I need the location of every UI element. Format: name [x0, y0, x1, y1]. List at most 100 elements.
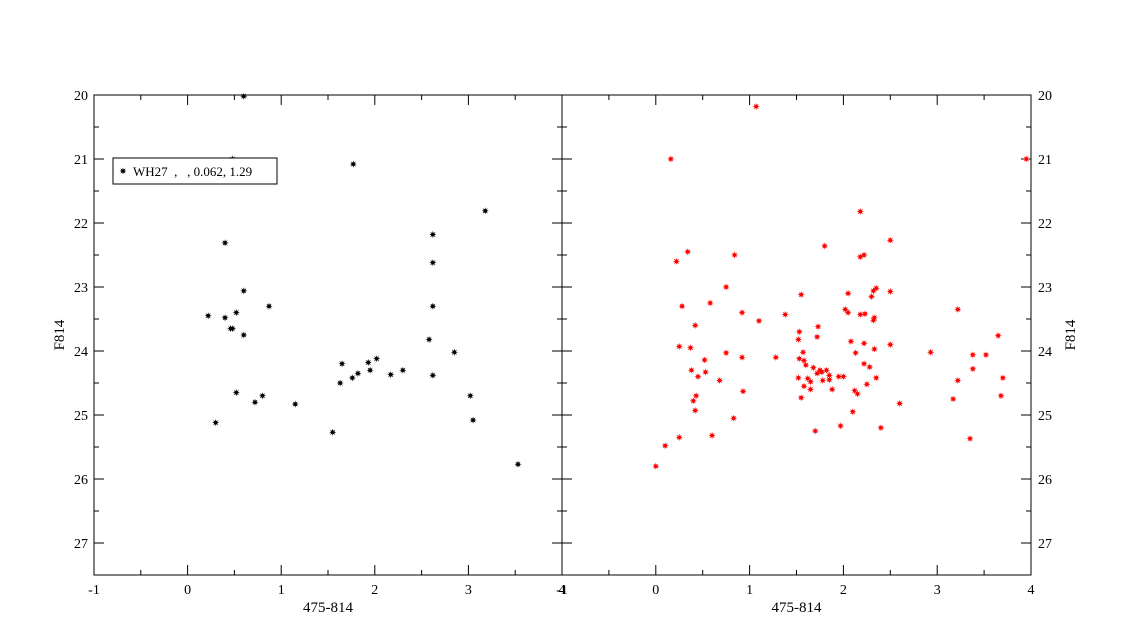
- data-point: [954, 376, 962, 385]
- data-point: [869, 287, 878, 295]
- data-point: [853, 390, 862, 398]
- data-point: [994, 332, 1002, 340]
- data-point: [399, 366, 407, 374]
- data-point: [366, 366, 374, 374]
- data-point: [708, 431, 716, 440]
- data-point: [886, 236, 894, 244]
- x-axis-title: 475-814: [772, 600, 822, 616]
- data-point: [811, 427, 819, 435]
- data-point: [240, 287, 248, 295]
- x-tick-label: 1: [746, 583, 753, 598]
- data-point: [686, 344, 695, 352]
- data-point: [364, 358, 372, 367]
- data-point: [691, 321, 699, 329]
- data-point: [795, 328, 803, 336]
- x-tick-label: 4: [1028, 583, 1035, 598]
- y-tick-label: 27: [74, 537, 88, 552]
- legend-marker: [119, 167, 127, 175]
- data-point: [954, 305, 962, 313]
- data-point: [886, 341, 894, 349]
- data-point: [338, 360, 346, 368]
- y-axis-title: F814: [52, 319, 68, 350]
- data-point: [781, 310, 789, 319]
- data-point: [966, 435, 974, 443]
- data-point: [806, 385, 815, 393]
- data-point: [240, 331, 248, 339]
- data-point: [844, 309, 852, 317]
- data-point: [336, 379, 344, 387]
- data-point: [450, 348, 458, 356]
- data-point: [722, 283, 730, 291]
- x-tick-label: 2: [840, 583, 847, 598]
- data-point: [689, 397, 697, 405]
- data-point: [429, 259, 437, 267]
- data-point: [819, 376, 827, 385]
- data-point: [886, 287, 894, 296]
- data-point: [835, 373, 843, 381]
- data-point: [469, 416, 477, 424]
- data-point: [258, 392, 267, 400]
- data-point: [828, 385, 836, 393]
- data-point: [797, 291, 805, 299]
- data-point: [849, 408, 857, 416]
- x-axis-title: 475-814: [303, 600, 353, 616]
- data-point: [822, 366, 831, 374]
- data-points: [204, 92, 522, 468]
- data-point: [221, 314, 229, 322]
- data-point: [354, 369, 362, 377]
- y-tick-label: 24: [1038, 345, 1052, 360]
- data-point: [861, 310, 869, 318]
- data-point: [730, 414, 738, 422]
- data-point: [856, 253, 864, 261]
- data-point: [997, 392, 1005, 400]
- x-tick-label: 3: [465, 583, 472, 598]
- data-point: [672, 257, 681, 265]
- data-point: [228, 325, 237, 333]
- data-point: [802, 361, 810, 369]
- data-point: [429, 230, 437, 239]
- data-point: [794, 374, 802, 382]
- data-point: [809, 364, 817, 372]
- data-point: [387, 371, 395, 379]
- data-point: [738, 309, 746, 317]
- y-axis-title: F814: [1063, 319, 1079, 350]
- data-point: [797, 394, 805, 402]
- data-point: [701, 368, 710, 376]
- data-point: [429, 302, 437, 310]
- y-tick-label: 24: [74, 345, 88, 360]
- data-point: [825, 371, 833, 379]
- data-point: [667, 155, 675, 163]
- data-point: [847, 337, 855, 345]
- data-point: [896, 399, 904, 408]
- y-tick-label: 25: [1038, 409, 1052, 424]
- y-tick-label: 22: [1038, 217, 1052, 232]
- x-tick-label: 0: [652, 583, 659, 598]
- x-tick-label: 2: [371, 583, 378, 598]
- y-tick-label: 21: [74, 153, 88, 168]
- data-point: [652, 462, 660, 470]
- data-point: [794, 335, 802, 344]
- y-tick-label: 20: [74, 89, 88, 104]
- data-point: [675, 433, 683, 441]
- data-point: [863, 380, 871, 388]
- x-tick-label: 3: [934, 583, 941, 598]
- legend-label: WH27 , , 0.062, 1.29: [133, 164, 252, 179]
- data-point: [706, 299, 714, 307]
- data-point: [799, 348, 807, 356]
- data-point: [869, 316, 878, 324]
- data-point: [800, 382, 808, 390]
- y-tick-label: 21: [1038, 153, 1052, 168]
- data-point: [730, 251, 739, 259]
- y-tick-label: 25: [74, 409, 88, 424]
- data-point: [221, 239, 229, 247]
- data-point: [856, 207, 864, 216]
- data-point: [860, 339, 868, 347]
- data-point: [349, 160, 357, 168]
- data-point: [678, 302, 686, 310]
- x-tick-label: -1: [88, 583, 100, 598]
- data-point: [825, 376, 833, 384]
- data-point: [1022, 155, 1030, 163]
- data-point: [814, 323, 822, 331]
